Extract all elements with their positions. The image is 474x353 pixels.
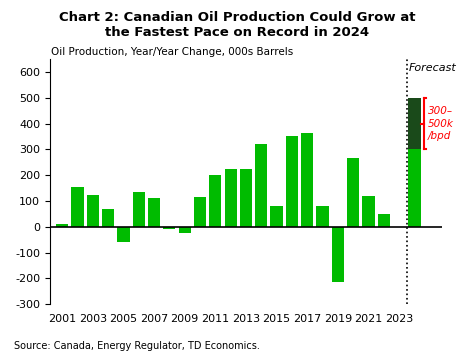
- Text: Chart 2: Canadian Oil Production Could Grow at
the Fastest Pace on Record in 202: Chart 2: Canadian Oil Production Could G…: [59, 11, 415, 38]
- Bar: [102, 209, 114, 227]
- Bar: [409, 149, 420, 227]
- Text: Source: Canada, Energy Regulator, TD Economics.: Source: Canada, Energy Regulator, TD Eco…: [14, 341, 260, 351]
- Bar: [148, 198, 160, 227]
- Bar: [363, 196, 374, 227]
- Bar: [286, 137, 298, 227]
- Bar: [133, 192, 145, 227]
- Bar: [317, 206, 328, 227]
- Bar: [179, 227, 191, 233]
- Bar: [240, 169, 252, 227]
- Bar: [209, 175, 221, 227]
- Bar: [347, 158, 359, 227]
- Bar: [332, 227, 344, 282]
- Bar: [301, 133, 313, 227]
- Bar: [87, 195, 99, 227]
- Bar: [56, 224, 68, 227]
- Text: Oil Production, Year/Year Change, 000s Barrels: Oil Production, Year/Year Change, 000s B…: [51, 47, 293, 57]
- Bar: [378, 214, 390, 227]
- Text: 300–
500k
/bpd: 300– 500k /bpd: [428, 106, 454, 141]
- Text: Forecast: Forecast: [409, 63, 457, 73]
- Bar: [255, 144, 267, 227]
- Bar: [117, 227, 129, 242]
- Bar: [409, 98, 420, 149]
- Bar: [71, 187, 83, 227]
- Bar: [271, 206, 283, 227]
- Bar: [163, 227, 175, 229]
- Bar: [194, 197, 206, 227]
- Bar: [225, 169, 237, 227]
